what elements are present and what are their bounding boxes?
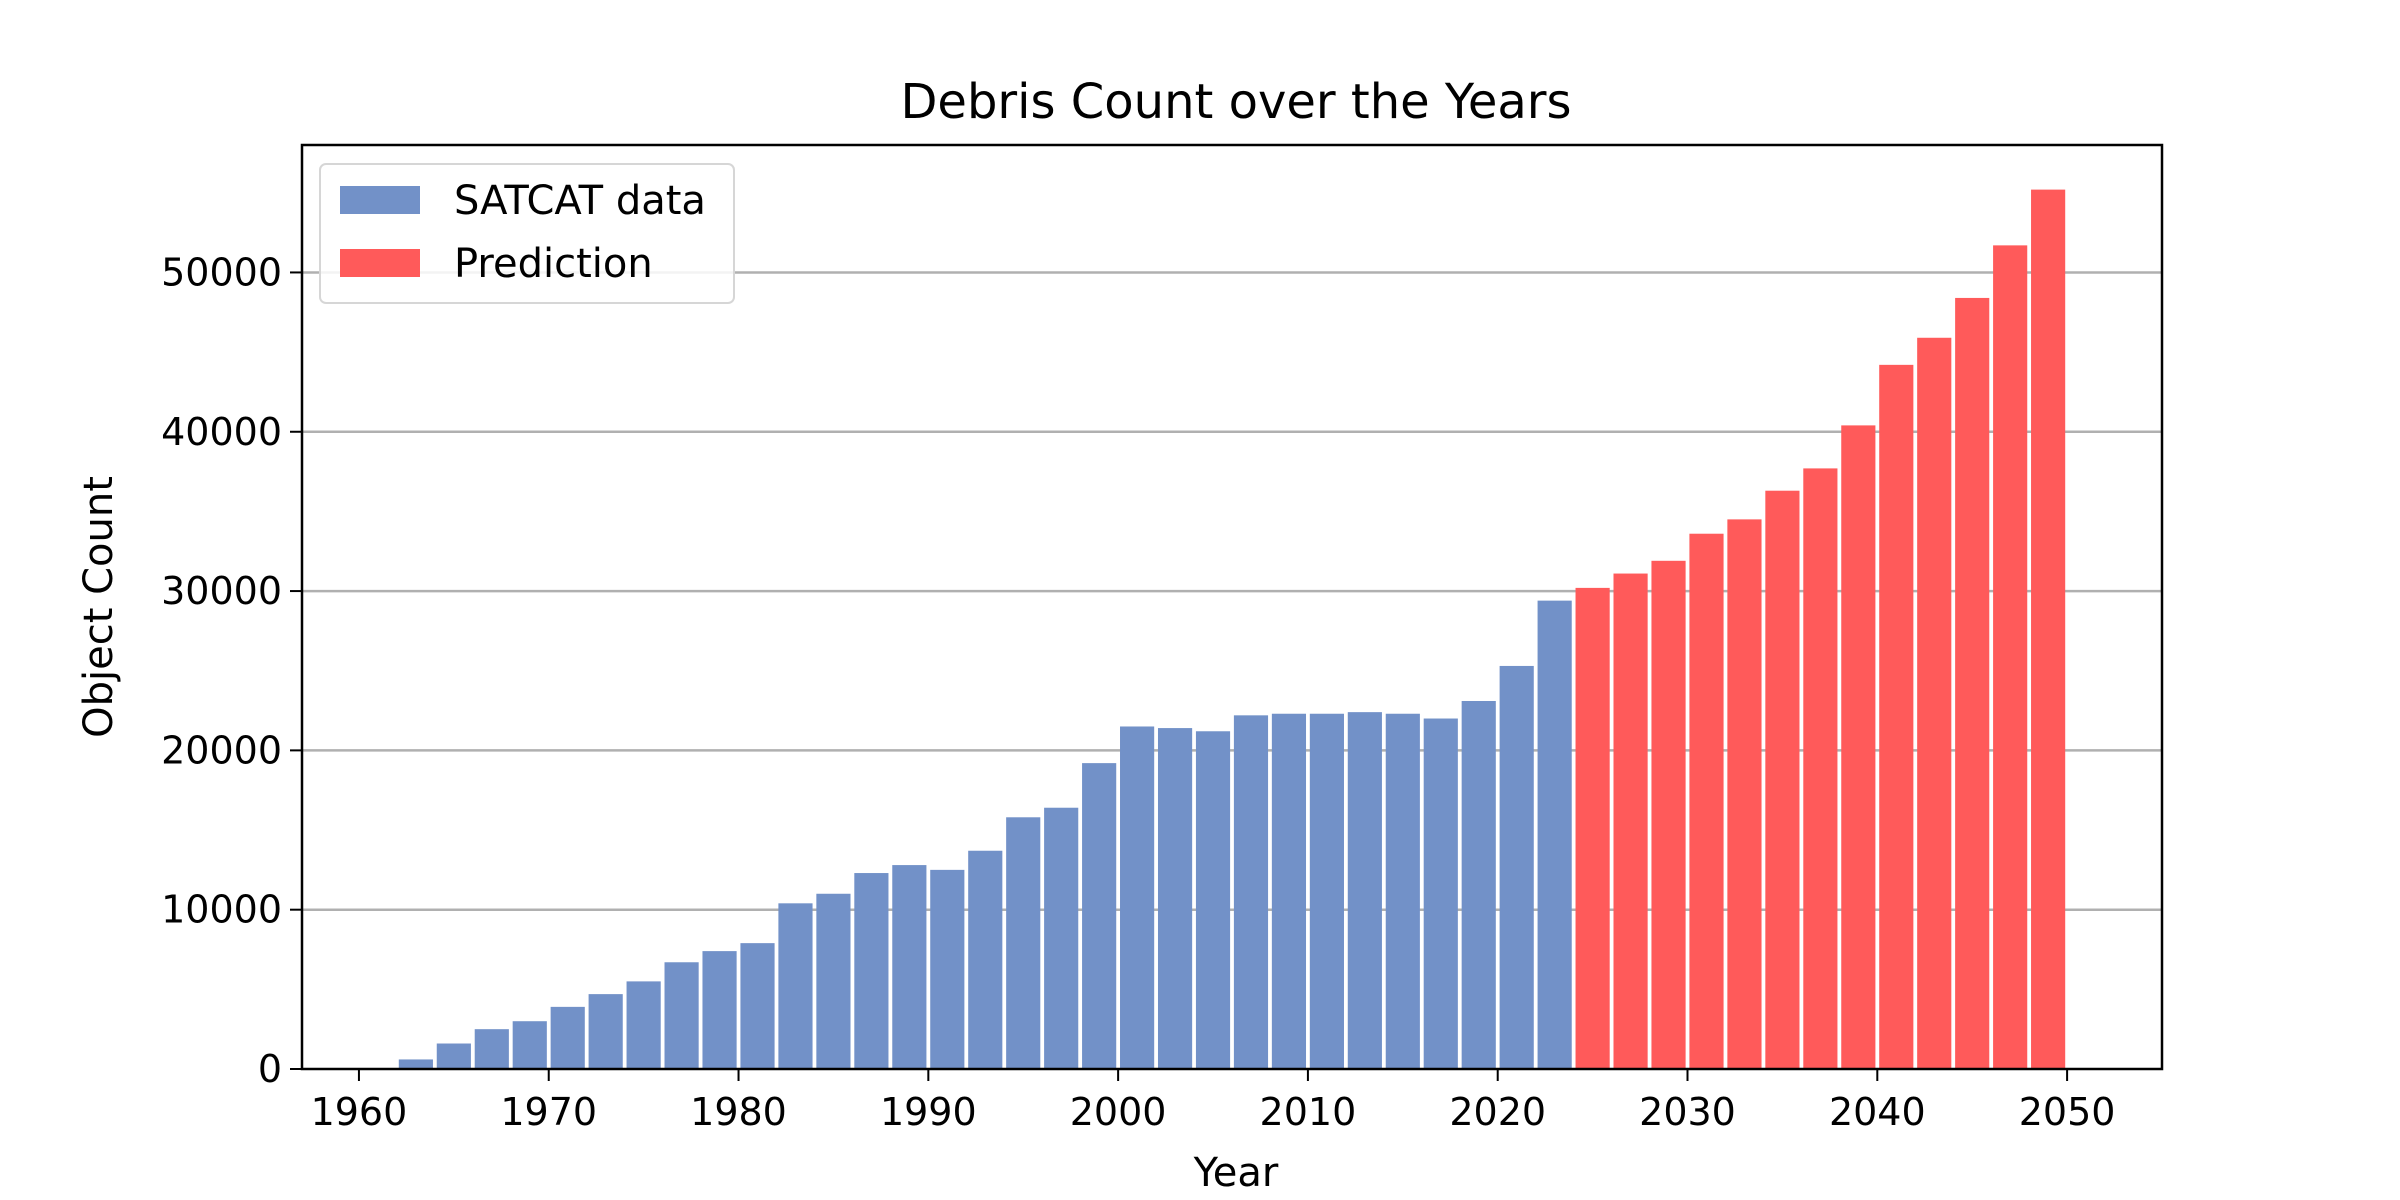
y-tick-label: 40000	[161, 410, 282, 454]
bar	[1120, 726, 1155, 1069]
legend-swatch	[340, 249, 420, 277]
y-tick-label: 50000	[161, 250, 282, 294]
bar	[1233, 715, 1269, 1069]
x-tick-label: 2030	[1639, 1090, 1736, 1134]
y-axis-label: Object Count	[76, 476, 122, 738]
x-axis-label: Year	[1193, 1150, 1279, 1196]
y-tick-label: 0	[258, 1047, 282, 1091]
bar	[1347, 712, 1382, 1069]
bar	[1157, 728, 1193, 1069]
bar	[1195, 731, 1231, 1069]
bar	[1879, 364, 1914, 1069]
bar	[1955, 297, 1990, 1069]
bar	[398, 1059, 433, 1069]
bar	[1765, 490, 1800, 1069]
bars	[398, 189, 2066, 1069]
bar	[2031, 189, 2066, 1069]
bar	[1613, 573, 1648, 1069]
bar	[550, 1006, 585, 1069]
bar	[1006, 817, 1041, 1069]
plot-frame	[300, 143, 2164, 1071]
bar	[1423, 718, 1458, 1069]
bar	[930, 869, 965, 1069]
bar	[474, 1029, 509, 1069]
bar	[740, 943, 775, 1069]
x-tick-label: 1980	[690, 1090, 787, 1134]
legend: SATCAT data Prediction	[319, 163, 735, 304]
x-tick-label: 2000	[1070, 1090, 1167, 1134]
y-tick-label: 10000	[161, 888, 282, 932]
bar	[702, 951, 737, 1069]
bar	[1727, 519, 1762, 1069]
bar	[436, 1043, 471, 1069]
bar	[626, 981, 661, 1069]
bar	[1689, 533, 1724, 1069]
chart-title: Debris Count over the Years	[900, 74, 1571, 130]
x-axis: 1960 1970 1980 1990 2000 2010 2020 2030 2040 2050	[311, 1069, 2116, 1134]
bar	[968, 850, 1003, 1069]
bar	[892, 865, 927, 1069]
bar	[664, 962, 699, 1069]
bar	[1993, 245, 2028, 1069]
x-tick-label: 2040	[1829, 1090, 1926, 1134]
bar	[1651, 560, 1686, 1069]
bar	[1841, 425, 1876, 1069]
bar	[1271, 713, 1307, 1069]
bar	[854, 873, 889, 1069]
bar	[1461, 700, 1496, 1069]
y-tick-label: 20000	[161, 728, 282, 772]
x-tick-label: 2050	[2019, 1090, 2116, 1134]
bar	[1575, 587, 1610, 1069]
legend-box	[319, 163, 735, 304]
x-tick-label: 1990	[880, 1090, 977, 1134]
x-tick-label: 2010	[1260, 1090, 1357, 1134]
legend-label: SATCAT data	[454, 178, 706, 224]
bar	[816, 893, 851, 1069]
bar	[1917, 337, 1952, 1069]
bar	[1537, 600, 1572, 1069]
x-tick-label: 1960	[311, 1090, 408, 1134]
bar	[1044, 807, 1079, 1069]
y-tick-label: 30000	[161, 569, 282, 613]
bar	[588, 994, 623, 1069]
bar	[1803, 468, 1838, 1069]
legend-label: Prediction	[454, 241, 653, 287]
legend-swatch	[340, 186, 420, 214]
bar	[1309, 713, 1344, 1069]
y-axis: 0 10000 20000 30000 40000 50000	[161, 250, 302, 1091]
bar	[512, 1021, 547, 1069]
bar	[1082, 763, 1117, 1069]
bar	[1499, 665, 1534, 1069]
bar	[778, 903, 813, 1069]
x-tick-label: 1970	[500, 1090, 597, 1134]
x-tick-label: 2020	[1449, 1090, 1546, 1134]
bar	[1385, 713, 1420, 1069]
